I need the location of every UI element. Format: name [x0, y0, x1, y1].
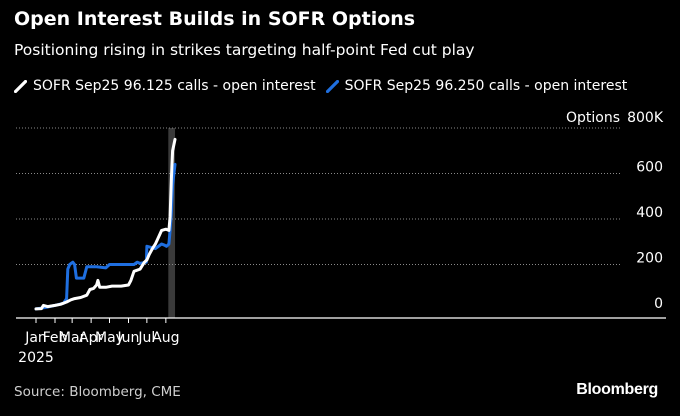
x-tick-label: Feb: [43, 330, 68, 346]
legend-swatch-blue: [325, 79, 339, 93]
chart-title: Open Interest Builds in SOFR Options: [14, 8, 416, 30]
series-line-0: [34, 137, 177, 311]
x-tick-label: Jun: [117, 330, 140, 346]
x-tick-label: Apr: [79, 330, 103, 346]
y-tick-label: 400: [636, 205, 663, 221]
y-tick-label: 200: [636, 251, 663, 267]
y-unit-label: Options: [566, 110, 620, 126]
x-tick-label: Aug: [152, 330, 179, 346]
legend-swatch-white: [14, 79, 27, 93]
x-tick-label: Mar: [59, 330, 86, 346]
x-tick-label: May: [95, 330, 124, 346]
legend-label-96125: SOFR Sep25 96.125 calls - open interest: [33, 78, 316, 94]
series-line-1: [34, 162, 177, 311]
chart-legend: SOFR Sep25 96.125 calls - open interest …: [14, 78, 627, 94]
x-tick-label: Jan: [24, 330, 47, 346]
x-tick-label: Jul: [137, 330, 155, 346]
legend-label-96250: SOFR Sep25 96.250 calls - open interest: [344, 78, 628, 94]
bloomberg-logo: Bloomberg: [576, 381, 658, 398]
legend-item-96125: SOFR Sep25 96.125 calls - open interest: [14, 78, 316, 94]
y-tick-label: 600: [636, 160, 663, 176]
legend-item-96250: SOFR Sep25 96.250 calls - open interest: [325, 78, 628, 94]
y-tick-label: 800K: [627, 110, 664, 126]
source-note: Source: Bloomberg, CME: [14, 384, 181, 400]
x-tick-label-year: 2025: [18, 350, 54, 366]
y-tick-label: 0: [654, 296, 663, 312]
chart-subtitle: Positioning rising in strikes targeting …: [14, 41, 475, 59]
